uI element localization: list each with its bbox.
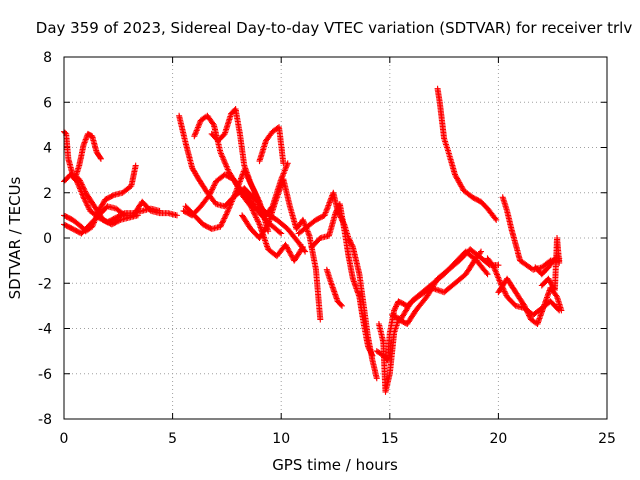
data-point-markers	[495, 275, 565, 327]
data-series-arc-18	[389, 248, 491, 323]
data-series-arc-22	[495, 275, 565, 327]
data-point-markers	[323, 266, 346, 309]
data-series-arc-10	[208, 106, 272, 235]
data-point-markers	[256, 124, 287, 167]
data-point-markers	[434, 85, 500, 223]
data-series-arc-14	[308, 201, 376, 359]
data-points	[61, 85, 565, 395]
data-point-markers	[295, 189, 380, 382]
data-point-markers	[208, 106, 272, 235]
plot-frame	[63, 56, 608, 420]
x-tick-label: 25	[598, 431, 616, 447]
data-point-markers	[308, 201, 376, 359]
data-series-arc-19	[434, 85, 500, 223]
x-tick-label: 10	[272, 431, 290, 447]
grid-lines	[64, 57, 607, 419]
y-tick-label: -4	[38, 322, 52, 338]
data-series-arc-20	[484, 255, 563, 318]
data-point-markers	[389, 248, 491, 323]
x-tick-label: 20	[489, 431, 507, 447]
data-point-markers	[538, 235, 563, 293]
y-tick-label: -2	[38, 276, 52, 292]
x-axis-label: GPS time / hours	[272, 456, 398, 474]
data-point-markers	[239, 176, 324, 323]
y-tick-label: 4	[43, 141, 52, 157]
data-series-arc-12	[239, 176, 324, 323]
chart-title: Day 359 of 2023, Sidereal Day-to-day VTE…	[36, 19, 633, 37]
y-tick-label: 2	[43, 186, 52, 202]
data-series-arc-05	[71, 130, 104, 183]
y-tick-label: 0	[43, 231, 52, 247]
data-series-arc-11	[256, 124, 287, 167]
data-point-markers	[484, 255, 563, 318]
x-tick-label: 5	[168, 431, 177, 447]
axes: 0 5 10 15 20 25 -8 -6 -4 -2 0 2 4 6 8	[38, 50, 616, 447]
y-axis-label: SDTVAR / TECUs	[6, 176, 24, 299]
y-tick-label: 8	[43, 50, 52, 66]
y-tick-label: -8	[38, 412, 52, 428]
data-point-markers	[71, 130, 104, 183]
data-series-arc-15	[323, 266, 346, 309]
data-series-arc-13	[295, 189, 380, 382]
x-tick-label: 0	[60, 431, 69, 447]
y-tick-label: 6	[43, 95, 52, 111]
x-tick-label: 15	[381, 431, 399, 447]
data-series-arc-24	[538, 235, 563, 293]
y-tick-label: -6	[38, 367, 52, 383]
